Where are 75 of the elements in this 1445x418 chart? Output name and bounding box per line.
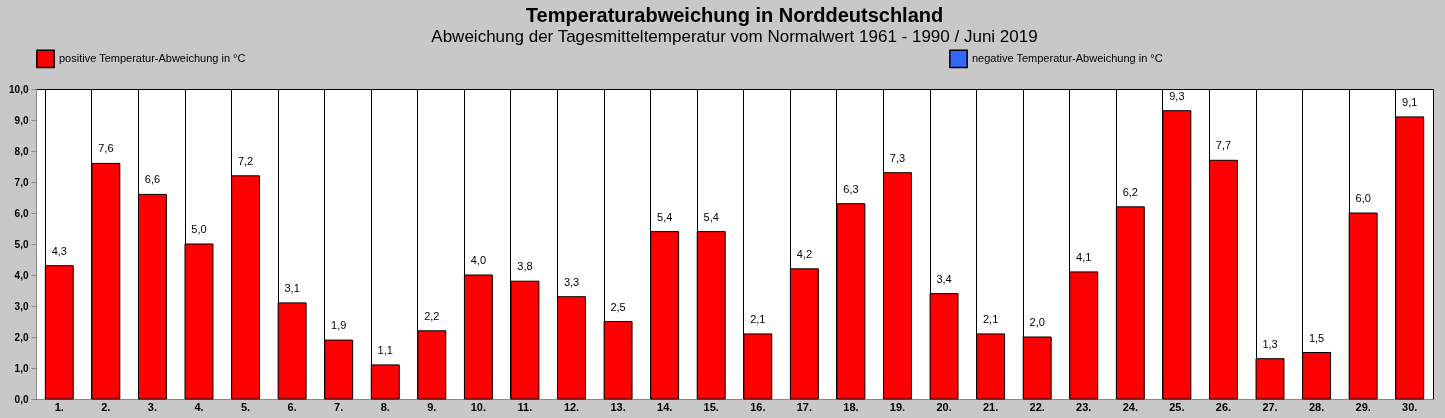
x-tick-label: 19. [889, 400, 906, 413]
data-label: 2,1 [750, 312, 766, 325]
x-tick-label: 16. [750, 400, 766, 413]
data-label: 4,2 [796, 247, 812, 260]
chart-title: Temperaturabweichung in Norddeutschland [525, 4, 944, 26]
y-tick-label: 3,0 [14, 300, 29, 312]
data-label: 6,0 [1355, 192, 1371, 204]
data-label: 2,0 [1029, 316, 1045, 328]
data-label: 2,1 [982, 312, 999, 325]
x-tick-label: 12. [563, 400, 580, 413]
data-label: 3,8 [517, 260, 533, 273]
data-label: 1,1 [377, 343, 393, 356]
x-tick-label: 13. [610, 400, 626, 413]
data-label: 5,4 [703, 210, 719, 223]
x-tick-label: 28. [1308, 400, 1325, 413]
x-tick-label: 17. [796, 400, 812, 413]
x-tick-label: 27. [1262, 400, 1278, 413]
x-tick-label: 8. [380, 400, 390, 413]
x-tick-label: 2. [101, 400, 111, 413]
data-label: 7,2 [237, 154, 254, 167]
x-tick-label: 3. [147, 400, 158, 413]
x-tick-label: 10. [470, 400, 487, 413]
data-label: 4,0 [470, 254, 487, 266]
y-tick-label: 10,0 [9, 83, 29, 95]
x-tick-label: 1. [54, 400, 64, 413]
legend-label: negative Temperatur-Abweichung in °C [972, 51, 1163, 64]
data-label: 7,3 [889, 151, 906, 164]
y-tick-label: 1,0 [14, 362, 29, 374]
data-label: 7,6 [98, 142, 114, 155]
x-tick-label: 18. [843, 400, 859, 413]
x-tick-label: 23. [1076, 400, 1092, 413]
x-tick-label: 11. [517, 400, 533, 413]
data-label: 9,3 [1169, 89, 1185, 102]
data-label: 9,1 [1402, 95, 1418, 108]
x-tick-label: 26. [1215, 400, 1232, 413]
x-tick-label: 6. [287, 400, 297, 413]
data-label: 2,5 [610, 300, 626, 313]
legend-label: positive Temperatur-Abweichung in °C [59, 51, 246, 64]
y-tick-label: 0,0 [14, 393, 29, 405]
x-tick-label: 15. [703, 400, 719, 413]
chart-subtitle: Abweichung der Tagesmitteltemperatur vom Normalwert 1961 - 1990 / Juni 2019 [431, 27, 1038, 46]
data-label: 1,9 [331, 319, 347, 332]
data-label: 3,4 [936, 272, 952, 285]
y-tick-label: 9,0 [14, 114, 29, 126]
data-label: 2,2 [424, 309, 440, 322]
data-label: 5,0 [191, 223, 207, 235]
data-label: 6,2 [1122, 185, 1138, 198]
data-label: 5,4 [657, 210, 673, 223]
data-label: 1,3 [1262, 337, 1278, 350]
x-tick-label: 5. [240, 400, 251, 413]
y-tick-label: 5,0 [14, 238, 29, 250]
x-tick-label: 30. [1402, 400, 1418, 413]
data-label: 3,1 [284, 281, 300, 294]
y-tick-label: 6,0 [14, 207, 29, 219]
data-label: 4,3 [51, 244, 67, 257]
data-label: 7,7 [1215, 139, 1232, 152]
x-tick-label: 21. [982, 400, 999, 413]
x-tick-label: 20. [936, 400, 952, 413]
x-tick-label: 24. [1122, 400, 1138, 413]
x-tick-label: 14. [657, 400, 673, 413]
y-tick-label: 8,0 [14, 145, 29, 157]
data-label: 6,6 [144, 173, 161, 186]
y-tick-label: 7,0 [14, 176, 29, 188]
data-label: 1,5 [1308, 331, 1325, 344]
x-tick-label: 7. [334, 400, 344, 413]
y-tick-label: 2,0 [14, 331, 29, 343]
data-label: 4,1 [1076, 250, 1092, 263]
x-tick-label: 22. [1029, 400, 1045, 413]
y-tick-label: 4,0 [14, 269, 29, 281]
data-label: 3,3 [563, 275, 580, 288]
x-tick-label: 29. [1355, 400, 1371, 413]
data-label: 6,3 [843, 182, 859, 195]
x-tick-label: 25. [1169, 400, 1185, 413]
x-tick-label: 4. [194, 400, 204, 413]
x-tick-label: 9. [427, 400, 437, 413]
